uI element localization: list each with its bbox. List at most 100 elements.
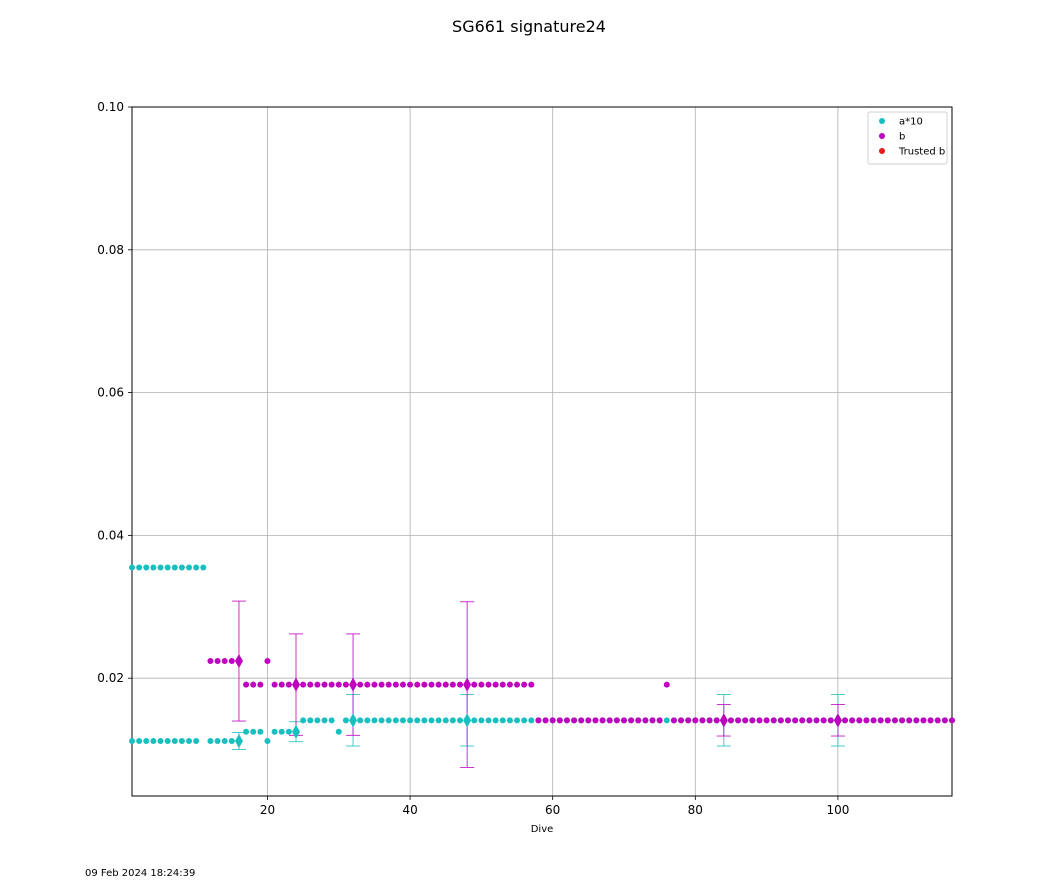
data-point xyxy=(371,681,378,688)
chart-title: SG661 signature24 xyxy=(452,17,606,36)
data-point xyxy=(342,681,349,688)
data-point xyxy=(385,717,392,724)
y-tick-label: 0.04 xyxy=(97,528,124,542)
x-tick-label: 80 xyxy=(688,803,703,817)
data-point xyxy=(478,681,485,688)
data-point xyxy=(713,717,720,724)
data-point xyxy=(228,738,235,745)
data-point xyxy=(364,717,371,724)
data-point xyxy=(563,717,570,724)
data-point xyxy=(621,717,627,724)
data-point xyxy=(485,717,492,724)
data-point xyxy=(186,738,193,745)
data-point xyxy=(670,717,677,724)
data-point xyxy=(827,717,834,724)
data-point xyxy=(941,717,948,724)
data-point xyxy=(257,681,264,688)
data-point xyxy=(756,717,763,724)
data-point xyxy=(735,717,742,724)
y-tick-label: 0.06 xyxy=(97,386,124,400)
data-point xyxy=(342,717,349,724)
data-point xyxy=(849,717,856,724)
data-point xyxy=(250,681,257,688)
data-point xyxy=(535,717,542,724)
data-point xyxy=(514,717,521,724)
data-point xyxy=(264,658,271,665)
data-point xyxy=(428,681,435,688)
diamond-marker xyxy=(292,677,300,692)
data-point xyxy=(742,717,749,724)
data-point xyxy=(521,717,528,724)
data-point xyxy=(663,681,670,688)
data-point xyxy=(157,564,164,571)
data-point xyxy=(457,681,463,688)
data-point xyxy=(271,728,278,735)
data-point xyxy=(485,681,492,688)
diamond-marker xyxy=(234,734,243,749)
data-point xyxy=(678,717,685,724)
data-point xyxy=(285,728,292,735)
data-point xyxy=(492,717,499,724)
plot-frame xyxy=(131,106,953,797)
data-point xyxy=(649,717,656,724)
data-point xyxy=(371,717,378,724)
y-tick-label: 0.08 xyxy=(97,243,124,257)
diamond-marker xyxy=(463,677,472,692)
data-point xyxy=(271,681,278,688)
data-point xyxy=(193,564,200,571)
data-point xyxy=(685,717,692,724)
data-point xyxy=(556,717,563,724)
data-point xyxy=(820,717,827,724)
data-point xyxy=(314,681,321,688)
data-point xyxy=(364,681,371,688)
data-point xyxy=(806,717,813,724)
legend-marker xyxy=(879,133,885,139)
data-point xyxy=(300,717,307,724)
y-axis-ticks: 0.02 0.04 0.06 0.08 0.10 xyxy=(97,100,132,685)
data-point xyxy=(428,717,435,724)
x-tick-label: 20 xyxy=(260,803,275,817)
data-point xyxy=(207,658,214,665)
legend-marker xyxy=(879,148,885,154)
legend-label: a*10 xyxy=(899,117,923,128)
legend-box xyxy=(867,111,948,165)
data-point xyxy=(877,717,884,724)
data-point xyxy=(792,717,799,724)
data-point xyxy=(378,681,385,688)
data-point xyxy=(478,717,485,724)
data-point xyxy=(392,681,399,688)
data-point xyxy=(692,717,699,724)
diamond-marker xyxy=(234,654,243,669)
data-point xyxy=(457,717,463,724)
data-point xyxy=(613,717,620,724)
data-point xyxy=(186,564,193,571)
diamond-marker xyxy=(719,713,728,728)
data-point xyxy=(407,681,414,688)
data-point xyxy=(656,717,663,724)
data-point xyxy=(136,738,143,745)
data-point xyxy=(514,681,521,688)
y-tick-label: 0.10 xyxy=(97,100,124,114)
data-point xyxy=(863,717,870,724)
x-tick-label: 40 xyxy=(402,803,417,817)
data-point xyxy=(628,717,635,724)
x-tick-label: 60 xyxy=(545,803,560,817)
data-point xyxy=(207,738,214,745)
data-point xyxy=(307,717,314,724)
data-point xyxy=(392,717,399,724)
data-point xyxy=(727,717,734,724)
data-point xyxy=(542,717,549,724)
data-point xyxy=(257,728,264,735)
data-point xyxy=(813,717,820,724)
data-point xyxy=(777,717,784,724)
data-point xyxy=(129,738,135,745)
data-point xyxy=(528,681,535,688)
data-point xyxy=(899,717,906,724)
data-point xyxy=(549,717,556,724)
data-point xyxy=(264,738,271,745)
data-point xyxy=(506,681,513,688)
data-point xyxy=(421,717,428,724)
legend-label: b xyxy=(899,132,905,143)
data-point xyxy=(442,681,449,688)
data-point xyxy=(335,681,342,688)
